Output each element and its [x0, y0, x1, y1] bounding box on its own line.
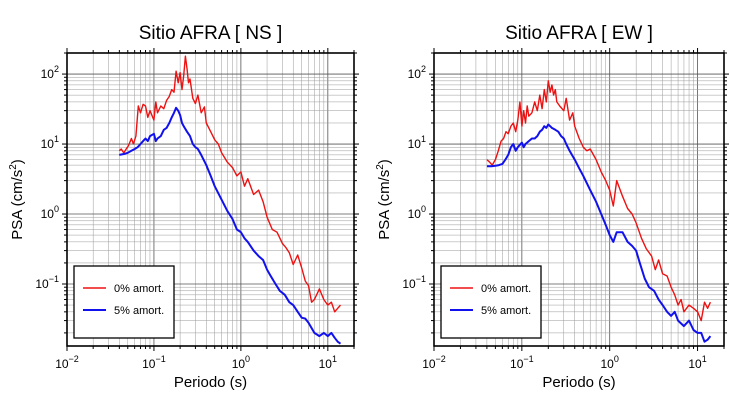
- chart1-ylabel: PSA (cm/s2): [375, 159, 393, 240]
- chart0-ylabel: PSA (cm/s2): [8, 159, 26, 240]
- chart0-ytick-label: 102: [41, 64, 59, 81]
- chart1-legend-label: 0% amort.: [481, 283, 531, 295]
- chart1-legend-label: 5% amort.: [481, 305, 531, 317]
- chart0-xlabel: Periodo (s): [174, 374, 247, 391]
- chart-panel-ns: 10−2 10−1 100 101 10−1 100 101 102 Sitio AFRA [ …: [8, 23, 359, 391]
- chart1-series-damped-line: [486, 123, 712, 343]
- chart1-series-group: [486, 80, 712, 343]
- chart0-series-group: [118, 55, 342, 345]
- chart0-series-damped-line: [119, 106, 342, 345]
- chart1-xtick-label: 10−1: [510, 354, 534, 371]
- chart0-legend: 0% amort. 5% amort.: [73, 265, 175, 339]
- chart0-xtick-label: 100: [232, 354, 250, 371]
- chart1-legend: 0% amort. 5% amort.: [440, 265, 542, 339]
- chart0-xtick-label: 101: [319, 354, 337, 371]
- chart0-series-undamped-line: [118, 55, 342, 313]
- chart1-xtick-label: 100: [601, 354, 619, 371]
- chart1-title: Sitio AFRA [ EW ]: [505, 23, 653, 44]
- chart1-series-undamped-line: [486, 80, 712, 322]
- chart1-ytick-label: 102: [408, 64, 426, 81]
- chart1-xtick-label: 10−2: [422, 354, 446, 371]
- chart0-title: Sitio AFRA [ NS ]: [139, 23, 283, 44]
- chart0-ytick-label: 100: [41, 204, 59, 221]
- chart0-legend-label: 0% amort.: [114, 283, 164, 295]
- chart1-xlabel: Periodo (s): [542, 374, 615, 391]
- chart1-xtick-label: 101: [688, 354, 706, 371]
- chart1-ytick-label: 10−1: [402, 274, 426, 291]
- chart0-frame: [66, 52, 355, 347]
- chart1-ytick-label: 101: [408, 134, 426, 151]
- chart0-xtick-label: 10−2: [55, 354, 79, 371]
- chart1-frame: [433, 52, 725, 347]
- chart1-ytick-label: 100: [408, 204, 426, 221]
- chart1-legend-box: [440, 265, 542, 339]
- chart0-ytick-label: 10−1: [35, 274, 59, 291]
- chart0-legend-box: [73, 265, 175, 339]
- chart0-ytick-label: 101: [41, 134, 59, 151]
- chart0-legend-label: 5% amort.: [114, 305, 164, 317]
- chart0-xtick-label: 10−1: [142, 354, 166, 371]
- chart-panel-ew: 10−2 10−1 100 101 10−1 100 101 102 Sitio AFRA [ …: [375, 23, 729, 391]
